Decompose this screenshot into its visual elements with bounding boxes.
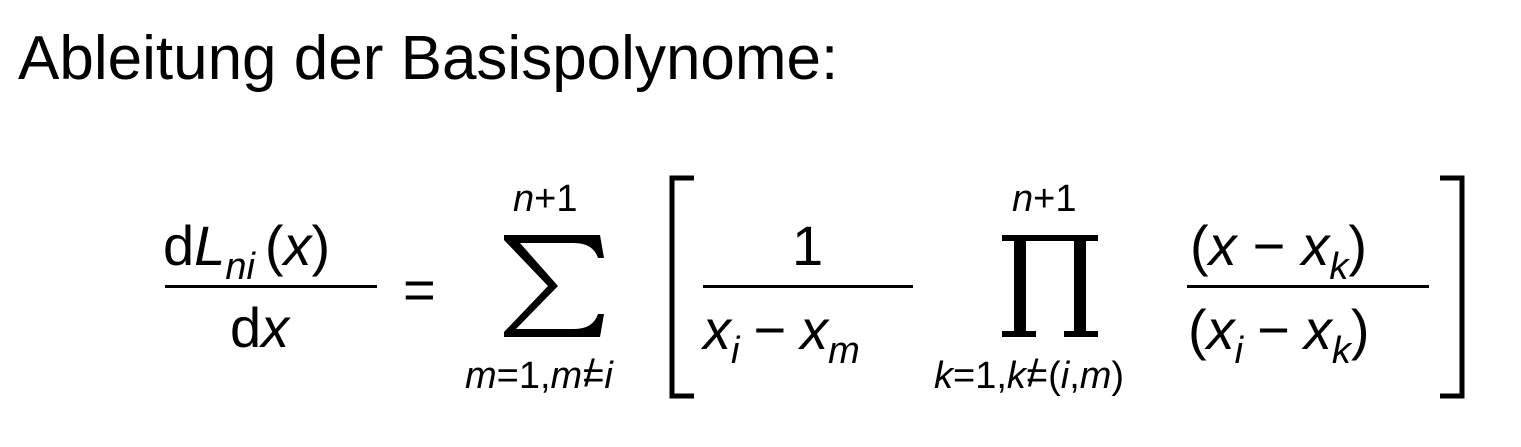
upper-n: n	[1012, 178, 1034, 220]
comma: ,	[1069, 355, 1080, 397]
variable-x: x	[703, 298, 731, 361]
upper-n: n	[513, 178, 535, 220]
frac2-numerator: (x − xk)	[1190, 218, 1367, 287]
lhs-fraction-bar	[165, 285, 377, 288]
frac2-denominator: (xi − xk)	[1188, 302, 1369, 371]
variable-x: x	[261, 296, 290, 359]
frac2-bar	[1187, 285, 1429, 288]
paren-open: (	[1188, 298, 1207, 361]
lower-i: i	[604, 355, 613, 397]
lhs-denominator: dx	[230, 300, 289, 356]
minus-sign: −	[753, 298, 787, 361]
lower-eq-one: =1,	[953, 355, 1007, 397]
neq-slash: /	[1027, 353, 1039, 395]
sum-lower-limit: m=1,m= / i	[465, 353, 613, 397]
paren-open: (	[1048, 355, 1061, 397]
paren-open: (	[1190, 214, 1209, 277]
differential-d: d	[230, 296, 262, 359]
paren-close: )	[311, 214, 331, 277]
frac1-denominator: xi − xm	[703, 302, 860, 371]
not-equal-sign: = /	[1025, 353, 1049, 397]
subscript-k: k	[1331, 330, 1351, 372]
lower-k: k	[934, 355, 953, 397]
prod-upper-limit: n+1	[1012, 180, 1076, 218]
subscript-k: k	[1329, 246, 1349, 288]
summation-sigma-icon	[504, 235, 604, 337]
sum-upper-limit: n+1	[513, 180, 577, 218]
paren-open: (	[264, 214, 284, 277]
right-bracket-icon	[1440, 175, 1465, 399]
page-title: Ableitung der Basispolynome:	[18, 24, 839, 93]
left-bracket-icon	[669, 175, 694, 399]
subscript-i: i	[1234, 330, 1244, 372]
upper-plus-one: +1	[534, 178, 578, 220]
minus-sign: −	[1252, 214, 1286, 277]
variable-x: x	[1206, 298, 1235, 361]
upper-plus-one: +1	[1033, 178, 1077, 220]
lower-m: m	[1079, 355, 1112, 397]
paren-close: )	[1350, 298, 1370, 361]
lower-eq-one: =1,	[496, 355, 551, 397]
variable-x: x	[1301, 214, 1330, 277]
subscript-i: i	[731, 330, 740, 372]
lower-m: m	[465, 355, 497, 397]
variable-x: x	[1303, 298, 1332, 361]
prod-lower-limit: k=1,k= / (i,m)	[934, 353, 1125, 397]
variable-x: x	[800, 298, 829, 361]
lower-i: i	[1060, 355, 1070, 397]
neq-slash: /	[584, 353, 595, 395]
subscript-m: m	[828, 330, 860, 372]
lower-m: m	[550, 355, 583, 397]
differential-d: d	[163, 214, 195, 277]
lower-k: k	[1006, 355, 1026, 397]
frac1-numerator: 1	[792, 214, 824, 277]
paren-close: )	[1111, 355, 1125, 397]
paren-close: )	[1348, 214, 1368, 277]
equals-sign: =	[403, 258, 436, 321]
lhs-numerator: dLni (x)	[163, 218, 330, 287]
variable-x: x	[1208, 214, 1237, 277]
product-pi-icon	[1002, 235, 1098, 337]
minus-sign: −	[1257, 298, 1290, 361]
variable-x: x	[283, 214, 312, 277]
frac1-bar	[703, 285, 913, 288]
basis-polynomial-L: L	[194, 214, 226, 277]
subscript-ni: ni	[225, 246, 255, 288]
not-equal-sign: = /	[582, 353, 605, 397]
